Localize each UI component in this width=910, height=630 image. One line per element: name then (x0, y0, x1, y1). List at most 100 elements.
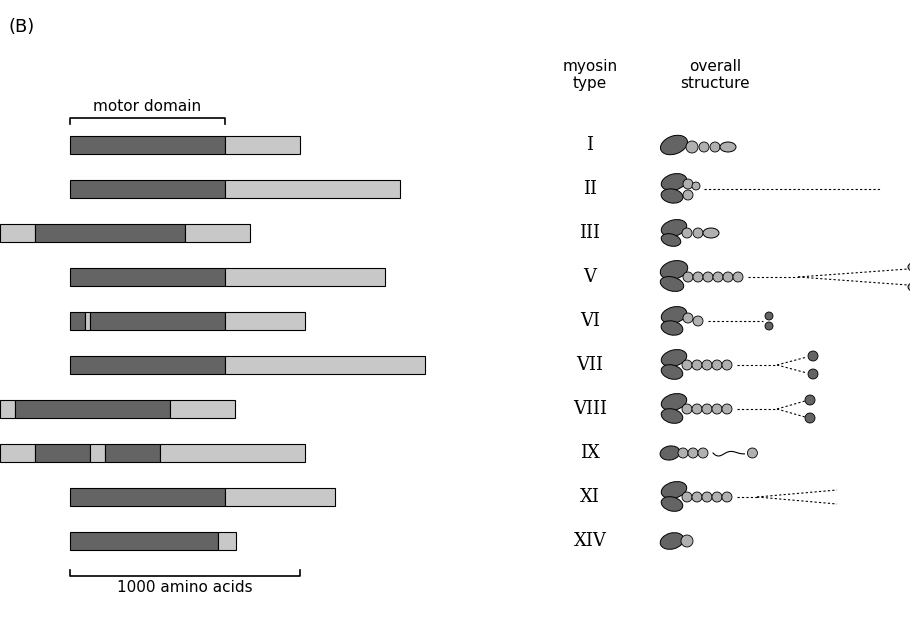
Ellipse shape (661, 189, 682, 203)
Ellipse shape (720, 142, 736, 152)
Ellipse shape (713, 272, 723, 282)
Ellipse shape (703, 272, 713, 282)
Ellipse shape (678, 448, 688, 458)
Bar (0, 224, 35, 242)
Ellipse shape (712, 404, 722, 414)
Ellipse shape (702, 492, 712, 502)
Text: VII: VII (577, 356, 603, 374)
Bar (70, 532, 218, 550)
Ellipse shape (662, 365, 682, 379)
Bar (0, 444, 35, 462)
Ellipse shape (662, 394, 687, 410)
Ellipse shape (688, 448, 698, 458)
Text: overall
structure: overall structure (680, 59, 750, 91)
Ellipse shape (723, 272, 733, 282)
Bar (225, 136, 300, 154)
Bar (70, 488, 225, 506)
Ellipse shape (765, 322, 773, 330)
Bar (160, 444, 305, 462)
Bar (185, 224, 250, 242)
Ellipse shape (662, 321, 682, 335)
Bar (170, 400, 235, 418)
Ellipse shape (702, 360, 712, 370)
Ellipse shape (710, 142, 720, 152)
Ellipse shape (712, 360, 722, 370)
Ellipse shape (692, 182, 700, 190)
Ellipse shape (805, 395, 815, 405)
Bar (105, 444, 160, 462)
Bar (225, 268, 385, 286)
Ellipse shape (722, 360, 732, 370)
Text: XI: XI (580, 488, 600, 506)
Ellipse shape (908, 262, 910, 272)
Ellipse shape (682, 228, 692, 238)
Bar (15, 400, 170, 418)
Text: II: II (583, 180, 597, 198)
Ellipse shape (808, 351, 818, 361)
Bar (70, 268, 225, 286)
Text: 1000 amino acids: 1000 amino acids (117, 580, 253, 595)
Ellipse shape (683, 313, 693, 323)
Ellipse shape (693, 316, 703, 326)
Bar (35, 444, 90, 462)
Ellipse shape (808, 369, 818, 379)
Bar (90, 312, 225, 330)
Ellipse shape (662, 481, 687, 498)
Ellipse shape (722, 404, 732, 414)
Ellipse shape (681, 535, 693, 547)
Ellipse shape (703, 228, 719, 238)
Text: XIV: XIV (573, 532, 606, 550)
Ellipse shape (662, 174, 687, 190)
Ellipse shape (698, 448, 708, 458)
Bar (85, 312, 90, 330)
Ellipse shape (712, 492, 722, 502)
Bar (70, 312, 85, 330)
Ellipse shape (702, 404, 712, 414)
Ellipse shape (662, 307, 687, 323)
Ellipse shape (733, 272, 743, 282)
Bar (90, 444, 105, 462)
Ellipse shape (686, 141, 698, 153)
Ellipse shape (908, 282, 910, 292)
Ellipse shape (662, 409, 682, 423)
Ellipse shape (682, 404, 692, 414)
Text: myosin
type: myosin type (562, 59, 618, 91)
Ellipse shape (661, 277, 683, 292)
Text: IX: IX (580, 444, 600, 462)
Ellipse shape (805, 413, 815, 423)
Ellipse shape (662, 220, 687, 236)
Bar (225, 312, 305, 330)
Text: motor domain: motor domain (94, 99, 201, 114)
Ellipse shape (747, 448, 757, 458)
Bar (70, 356, 225, 374)
Ellipse shape (692, 404, 702, 414)
Ellipse shape (660, 446, 680, 460)
Ellipse shape (683, 179, 693, 189)
Text: III: III (580, 224, 601, 242)
Ellipse shape (693, 228, 703, 238)
Text: V: V (583, 268, 596, 286)
Ellipse shape (692, 360, 702, 370)
Text: (B): (B) (8, 18, 35, 36)
Ellipse shape (765, 312, 773, 320)
Bar (225, 488, 335, 506)
Ellipse shape (662, 496, 682, 512)
Ellipse shape (722, 492, 732, 502)
Ellipse shape (699, 142, 709, 152)
Bar (0, 400, 15, 418)
Text: I: I (587, 136, 593, 154)
Bar (70, 180, 225, 198)
Ellipse shape (661, 261, 688, 280)
Ellipse shape (683, 190, 693, 200)
Ellipse shape (683, 272, 693, 282)
Text: VIII: VIII (573, 400, 607, 418)
Ellipse shape (662, 234, 681, 246)
Bar (225, 180, 400, 198)
Ellipse shape (682, 360, 692, 370)
Ellipse shape (661, 533, 683, 549)
Ellipse shape (662, 350, 687, 367)
Ellipse shape (693, 272, 703, 282)
Bar (35, 224, 185, 242)
Ellipse shape (692, 492, 702, 502)
Bar (218, 532, 236, 550)
